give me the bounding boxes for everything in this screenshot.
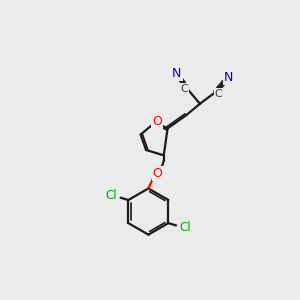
Text: O: O [153,167,163,180]
Text: C: C [180,84,188,94]
Text: C: C [214,89,222,99]
Text: N: N [172,67,182,80]
Text: O: O [152,115,162,128]
Text: N: N [224,71,233,84]
Text: Cl: Cl [179,221,191,234]
Text: Cl: Cl [106,189,117,202]
